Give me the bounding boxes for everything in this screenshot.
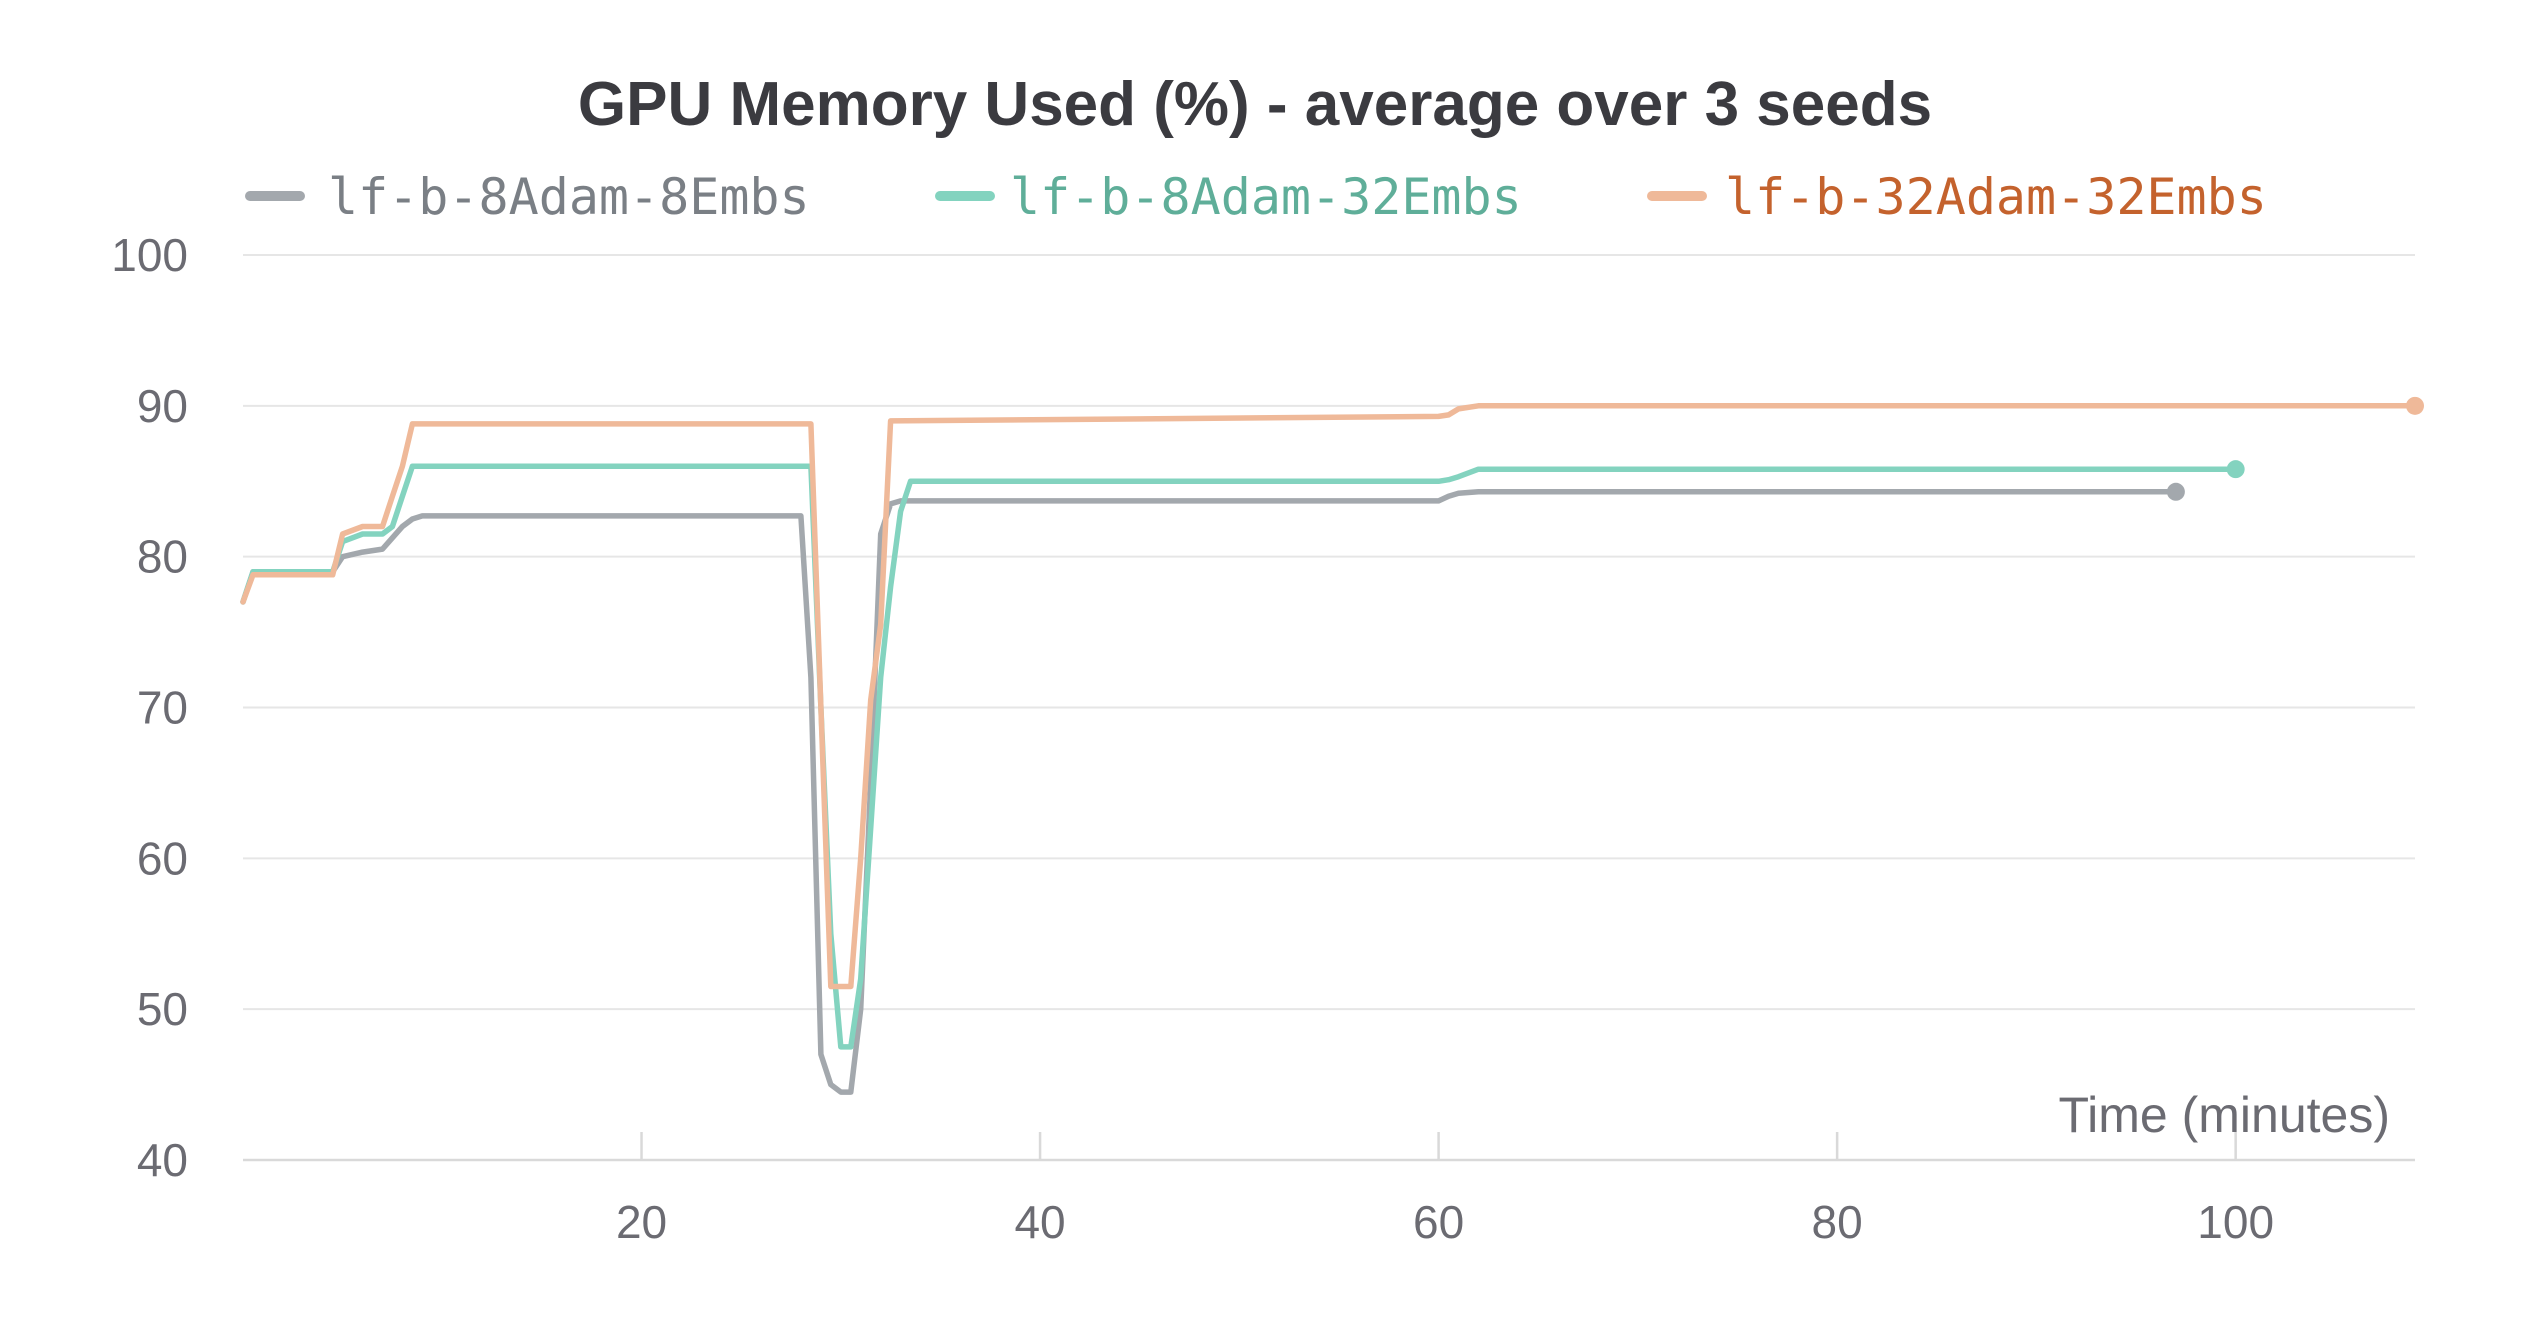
x-tick-label-20: 20 bbox=[616, 1196, 667, 1248]
legend-item-2[interactable]: lf-b-32Adam-32Embs bbox=[1647, 168, 2267, 226]
series-line-2[interactable] bbox=[240, 403, 2418, 990]
x-tick-label-40: 40 bbox=[1014, 1196, 1065, 1248]
legend-label-2: lf-b-32Adam-32Embs bbox=[1725, 168, 2267, 226]
grid bbox=[243, 254, 2415, 1162]
y-tick-label-90: 90 bbox=[137, 380, 188, 432]
chart-title: GPU Memory Used (%) - average over 3 see… bbox=[578, 70, 1932, 139]
series-line-0[interactable] bbox=[240, 489, 2179, 1095]
series-end-point-0[interactable] bbox=[2166, 482, 2185, 501]
legend: lf-b-8Adam-8Embs lf-b-8Adam-32Embs lf-b-… bbox=[245, 168, 2267, 226]
y-tick-label-80: 80 bbox=[137, 531, 188, 583]
y-tick-label-60: 60 bbox=[137, 832, 188, 884]
plot-area bbox=[240, 396, 2424, 1095]
y-tick-label-70: 70 bbox=[137, 682, 188, 734]
x-axis: 20 40 60 80 100 bbox=[616, 1132, 2274, 1248]
x-tick-label-60: 60 bbox=[1413, 1196, 1464, 1248]
y-tick-label-40: 40 bbox=[137, 1134, 188, 1186]
series-end-point-1[interactable] bbox=[2226, 460, 2245, 479]
legend-item-0[interactable]: lf-b-8Adam-8Embs bbox=[245, 168, 810, 226]
x-axis-label: Time (minutes) bbox=[2058, 1087, 2390, 1143]
x-tick-label-80: 80 bbox=[1812, 1196, 1863, 1248]
series-end-point-2[interactable] bbox=[2406, 396, 2424, 415]
legend-item-1[interactable]: lf-b-8Adam-32Embs bbox=[935, 168, 1522, 226]
legend-label-1: lf-b-8Adam-32Embs bbox=[1010, 168, 1522, 226]
y-tick-label-100: 100 bbox=[111, 229, 188, 281]
x-tick-label-100: 100 bbox=[2197, 1196, 2274, 1248]
series-line-1[interactable] bbox=[240, 463, 2239, 1050]
legend-label-0: lf-b-8Adam-8Embs bbox=[328, 168, 810, 226]
y-tick-label-50: 50 bbox=[137, 983, 188, 1035]
y-axis: 40 50 60 70 80 90 100 bbox=[111, 229, 188, 1186]
